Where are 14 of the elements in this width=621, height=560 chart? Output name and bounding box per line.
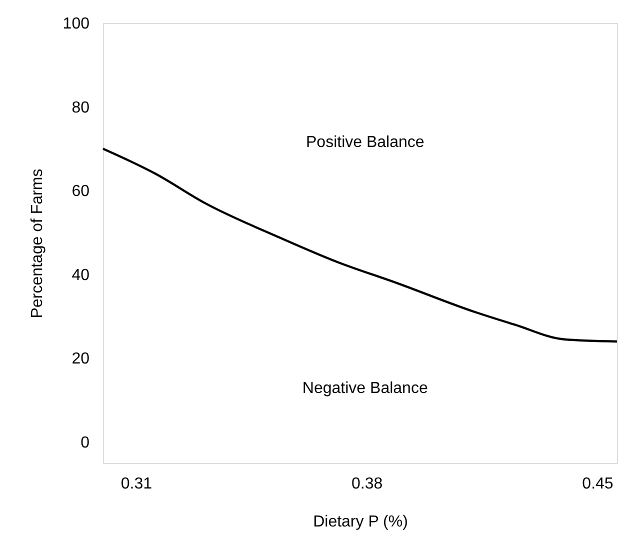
- x-axis-title: Dietary P (%): [313, 514, 408, 530]
- annotation: Negative Balance: [302, 380, 428, 398]
- y-axis-title: Percentage of Farms: [28, 168, 46, 318]
- y-tick-label: 60: [72, 183, 90, 200]
- x-tick-label: 0.38: [352, 476, 383, 492]
- y-tick-label: 0: [80, 434, 90, 452]
- y-tick-label: 20: [72, 350, 90, 368]
- y-tick-label: 40: [72, 266, 90, 284]
- x-tick-label: 0.45: [582, 476, 614, 492]
- annotation: Positive Balance: [306, 134, 424, 151]
- x-tick-label: 0.31: [120, 476, 152, 492]
- line-series: [102, 148, 618, 343]
- y-tick-label: 100: [62, 16, 90, 32]
- y-tick-label: 80: [72, 99, 90, 116]
